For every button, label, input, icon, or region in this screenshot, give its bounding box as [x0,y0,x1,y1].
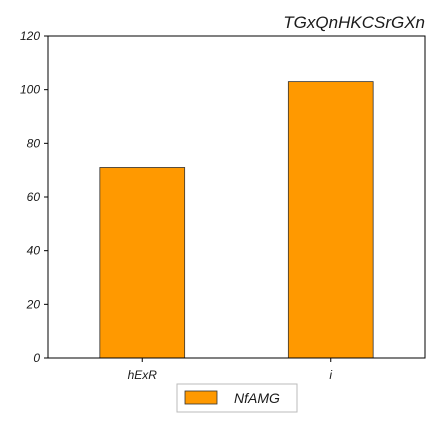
legend-swatch-nfamg [184,390,218,405]
y-tick-label-0: 0 [33,351,40,365]
bar-i [287,81,374,359]
bars-group [99,81,374,359]
legend: NfAMG [176,383,298,413]
y-axis: 0 20 40 60 80 100 120 [20,29,48,365]
y-tick-label-60: 60 [27,190,41,204]
y-tick-label-100: 100 [20,83,40,97]
legend-box [176,383,298,413]
bar-hexr [99,167,186,359]
x-axis: hExR i [128,358,332,382]
y-tick-label-120: 120 [20,29,40,43]
y-tick-label-20: 20 [26,297,41,311]
y-tick-label-40: 40 [27,244,41,258]
plot-area-frame [47,35,426,359]
x-tick-label-hexr: hExR [128,368,158,382]
legend-label-nfamg: NfAMG [234,390,280,406]
y-tick-label-80: 80 [27,136,41,150]
x-tick-label-i: i [329,368,332,382]
chart-title: TGxQnHKCSrGXn [283,13,425,32]
